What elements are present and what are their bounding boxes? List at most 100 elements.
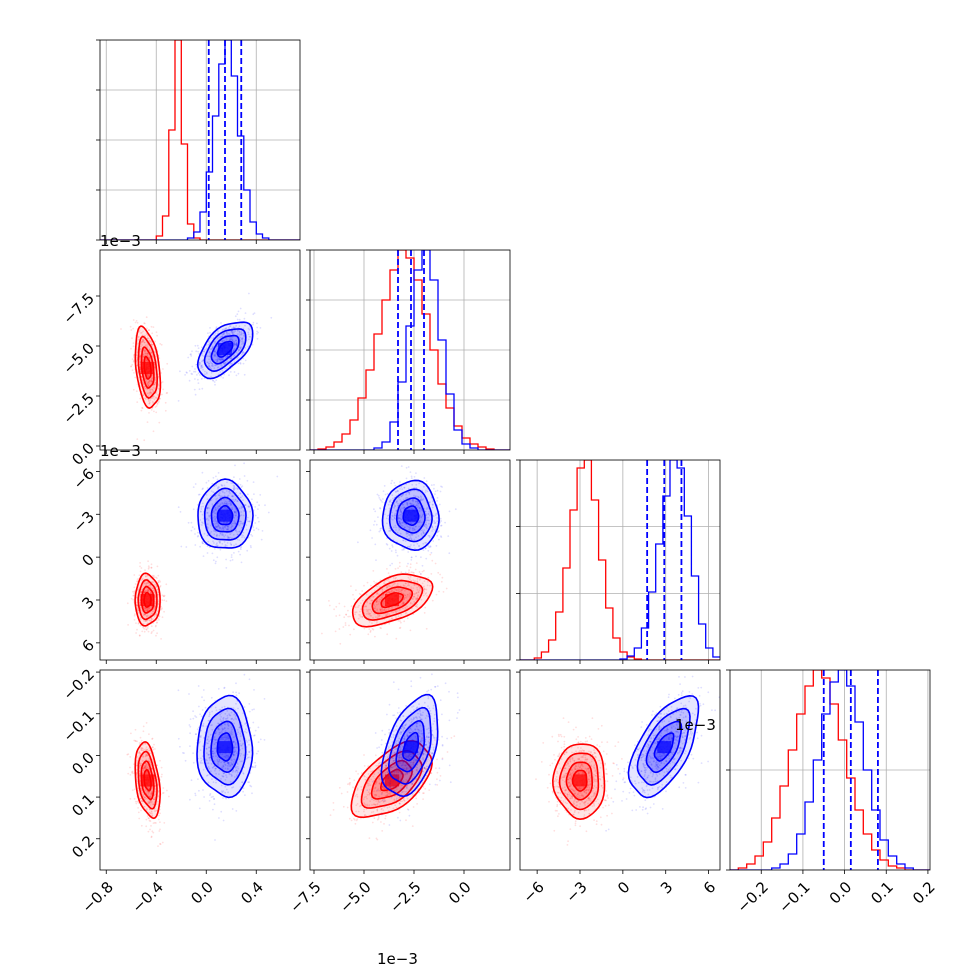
scatter-point [177,506,180,509]
scatter-point [234,743,237,746]
scatter-point [425,588,428,591]
scatter-point [375,600,378,603]
scatter-point [242,350,245,353]
scatter-point [227,723,230,725]
scatter-point [144,755,147,758]
scatter-point [258,504,260,507]
scatter-point [209,794,211,796]
scatter-point [415,562,418,564]
scatter-point [425,627,428,630]
scatter-point [153,398,156,401]
scatter-point [130,732,132,735]
scatter-point [254,506,257,508]
scatter-point [151,791,153,793]
scatter-point [160,608,163,611]
scatter-point [223,705,226,708]
scatter-point [222,362,225,365]
scatter-point [143,607,146,609]
scatter-point [233,340,236,343]
scatter-point [207,754,210,756]
scatter-point [146,772,149,775]
scatter-point [156,565,159,568]
scatter-point [230,363,233,365]
scatter-point [142,767,145,769]
scatter-point [401,603,403,606]
scatter-point [193,388,196,391]
scatter-point [232,350,235,353]
scatter-point [412,533,414,536]
scatter-point [421,529,423,531]
scatter-point [420,532,423,535]
scatter-point [138,611,140,614]
scatter-point [151,631,153,633]
scatter-point [408,545,411,548]
scatter-point [149,820,152,822]
scatter-point [234,511,236,514]
scatter-point [162,787,165,789]
scatter-point [369,631,372,633]
scatter-point [249,545,252,547]
scatter-point [148,349,151,351]
scatter-point [142,626,145,629]
scatter-point [145,316,148,319]
scatter-point [396,489,399,492]
scatter-point [141,339,144,342]
scatter-point [157,401,160,404]
scatter-point [405,477,408,480]
scatter-point [416,503,418,505]
scatter-point [220,484,223,486]
scatter-point [130,347,132,350]
scatter-point [138,357,141,359]
scatter-point [210,367,213,370]
scatter-point [151,377,154,380]
scatter-point [434,529,437,531]
scatter-point [201,755,204,757]
scatter-point [149,795,151,798]
scatter-point [424,510,427,513]
scatter-point [343,616,346,619]
scatter-point [233,522,235,525]
scatter-point [425,508,428,510]
scatter-point [232,753,235,756]
scatter-point [231,763,234,766]
scatter-point [224,508,227,510]
scatter-point [148,384,150,387]
scatter-point [218,534,221,537]
scatter-point [153,383,156,386]
scatter-point [233,511,236,514]
scatter-point [152,390,155,392]
scatter-point [144,322,146,325]
scatter-point [402,539,404,542]
scatter-point [389,500,391,503]
scatter-point [363,605,366,608]
scatter-point [418,544,420,547]
scatter-point [135,632,138,634]
scatter-point [143,439,146,442]
scatter-point [141,379,144,382]
scatter-point [240,353,243,356]
scatter-point [233,741,235,743]
scatter-point [239,307,242,310]
scatter-point [403,601,405,604]
scatter-point [382,490,385,493]
scatter-point [151,388,154,391]
scatter-point [431,559,434,562]
scatter-point [201,366,203,369]
scatter-point [217,330,219,333]
scatter-point [441,486,443,488]
scatter-point [146,359,149,362]
scatter-point [144,613,146,616]
scatter-point [232,786,235,788]
scatter-point [202,487,204,490]
scatter-point [241,332,243,335]
scatter-point [367,611,370,613]
scatter-point [144,765,147,768]
scatter-point [210,362,213,364]
scatter-point [206,507,209,510]
scatter-point [144,582,146,585]
scatter-point [147,384,150,387]
scatter-point [240,507,243,510]
scatter-point [150,409,153,411]
scatter-point [130,365,132,368]
scatter-point [223,736,226,738]
